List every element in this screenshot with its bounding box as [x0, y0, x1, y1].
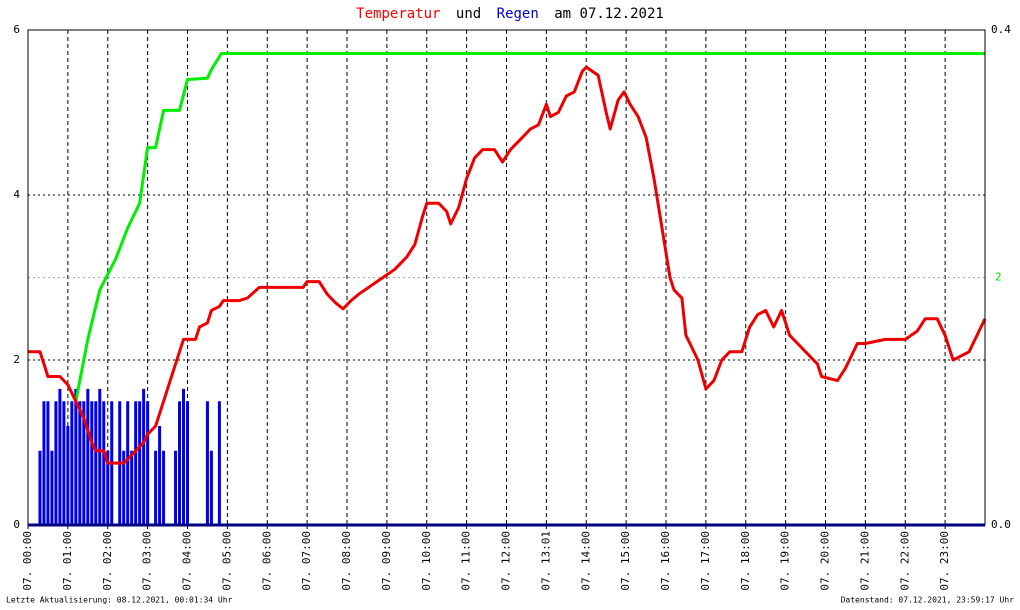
title-part: und: [456, 6, 481, 22]
bar: [102, 401, 106, 525]
title-part: Regen: [497, 6, 539, 22]
bar: [106, 450, 110, 525]
bar: [70, 401, 74, 525]
x-tick-label: 07. 02:00: [101, 531, 114, 591]
bar: [182, 388, 186, 525]
x-tick-label: 07. 07:00: [300, 531, 313, 591]
x-tick-label: 07. 20:00: [819, 531, 832, 591]
y2-tick-label: 0.4: [991, 23, 1011, 36]
bar: [154, 450, 158, 525]
x-tick-label: 07. 15:00: [619, 531, 632, 591]
bar: [174, 450, 178, 525]
x-tick-label: 07. 22:00: [898, 531, 911, 591]
title-part: am 07.12.2021: [554, 6, 664, 22]
footer-left: Letzte Aktualisierung: 08.12.2021, 00:01…: [6, 596, 233, 605]
bar: [54, 401, 58, 525]
x-tick-label: 07. 06:00: [260, 531, 273, 591]
x-tick-label: 07. 18:00: [739, 531, 752, 591]
bar: [38, 450, 42, 525]
chart-title: Temperatur und Regen am 07.12.2021: [356, 6, 664, 22]
bar: [209, 450, 213, 525]
title-part: Temperatur: [356, 6, 440, 22]
x-tick-label: 07. 05:00: [220, 531, 233, 591]
x-tick-label: 07. 14:00: [579, 531, 592, 591]
bar: [78, 401, 82, 525]
x-tick-label: 07. 03:00: [141, 531, 154, 591]
bar: [217, 401, 221, 525]
x-tick-label: 07. 09:00: [380, 531, 393, 591]
bar: [158, 426, 162, 525]
x-tick-label: 07. 19:00: [779, 531, 792, 591]
x-tick-label: 07. 16:00: [659, 531, 672, 591]
y-tick-label: 0: [13, 518, 20, 531]
bar: [205, 401, 209, 525]
x-tick-label: 07. 17:00: [699, 531, 712, 591]
bar: [94, 401, 98, 525]
x-tick-label: 07. 00:00: [21, 531, 34, 591]
x-tick-label: 07. 12:00: [500, 531, 513, 591]
line: [28, 65, 987, 465]
x-tick-label: 07. 23:00: [938, 531, 951, 591]
x-tick-label: 07. 08:00: [340, 531, 353, 591]
bar: [86, 388, 90, 525]
bar: [90, 401, 94, 525]
bar: [62, 401, 66, 525]
x-tick-label: 07. 21:00: [858, 531, 871, 591]
bar: [130, 450, 134, 525]
bar: [126, 401, 130, 525]
x-tick-label: 07. 01:00: [61, 531, 74, 591]
bar: [82, 401, 86, 525]
y2-tick-label: 0.0: [991, 518, 1011, 531]
bar: [178, 401, 182, 525]
x-tick-label: 07. 11:00: [460, 531, 473, 591]
bar: [42, 401, 46, 525]
line: [74, 52, 985, 402]
y-tick-label: 6: [13, 23, 20, 36]
bar: [122, 450, 126, 525]
y-tick-label: 4: [13, 188, 20, 201]
bar: [134, 401, 138, 525]
bar: [162, 450, 166, 525]
x-tick-label: 07. 13:01: [539, 531, 552, 591]
bar: [58, 388, 62, 525]
bar: [138, 401, 142, 525]
bar: [50, 450, 54, 525]
bar: [98, 388, 102, 525]
bar: [186, 401, 189, 525]
bar: [66, 426, 70, 525]
y3-tick-label: 2: [995, 271, 1002, 284]
x-tick-label: 07. 10:00: [420, 531, 433, 591]
bar: [142, 388, 146, 525]
x-tick-label: 07. 04:00: [181, 531, 194, 591]
bar: [146, 401, 150, 525]
bar: [46, 401, 50, 525]
y-tick-label: 2: [13, 353, 20, 366]
bar: [74, 388, 78, 525]
footer-right: Datenstand: 07.12.2021, 23:59:17 Uhr: [841, 596, 1015, 605]
